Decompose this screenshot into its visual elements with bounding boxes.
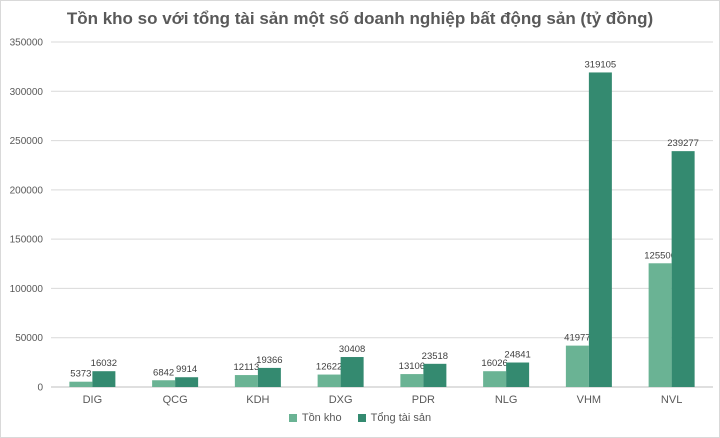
x-tick-label: QCG: [163, 394, 188, 406]
bar: [648, 263, 672, 387]
data-label: 319105: [585, 59, 617, 70]
bar: [69, 381, 93, 387]
bar: [257, 367, 281, 387]
bar: [317, 374, 341, 387]
data-label: 30408: [339, 344, 365, 355]
bar: [483, 371, 507, 387]
data-label: 13106: [399, 361, 425, 372]
legend-swatch: [357, 414, 366, 422]
bar: [506, 362, 530, 387]
legend: Tồn kho Tổng tài sản: [1, 412, 719, 424]
data-label: 16032: [91, 358, 117, 369]
x-tick-label: PDR: [412, 394, 435, 406]
x-tick-label: DIG: [83, 394, 103, 406]
y-tick-label: 150000: [10, 235, 44, 246]
legend-item: Tồn kho: [288, 412, 342, 424]
x-tick-label: NLG: [495, 394, 518, 406]
y-tick-label: 300000: [10, 87, 44, 98]
y-tick-label: 200000: [10, 185, 44, 196]
data-label: 6842: [153, 367, 174, 378]
bar: [340, 357, 364, 387]
data-label: 12113: [234, 362, 260, 373]
data-label: 12622: [316, 362, 342, 373]
legend-label: Tổng tài sản: [370, 412, 432, 424]
bar: [152, 380, 176, 387]
bar: [423, 363, 447, 387]
data-label: 16026: [481, 358, 507, 369]
y-tick-label: 100000: [10, 284, 44, 295]
bar: [234, 375, 258, 387]
data-label: 19366: [256, 355, 282, 366]
bar: [588, 72, 612, 387]
data-label: 9914: [176, 364, 197, 375]
bar: [92, 371, 116, 387]
x-tick-label: VHM: [577, 394, 601, 406]
data-label: 23518: [422, 351, 448, 362]
x-tick-label: KDH: [246, 394, 269, 406]
data-label: 239277: [667, 138, 699, 149]
y-tick-label: 250000: [10, 136, 44, 147]
data-label: 125506: [644, 250, 676, 261]
data-label: 5373: [70, 369, 91, 380]
x-tick-label: DXG: [329, 394, 353, 406]
bar: [671, 151, 695, 387]
bar: [400, 374, 424, 387]
chart-title: Tồn kho so với tổng tài sản một số doanh…: [66, 9, 654, 28]
data-label: 41977: [564, 333, 590, 344]
data-label: 24841: [504, 350, 530, 361]
bar: [175, 377, 199, 387]
y-tick-label: 350000: [10, 38, 44, 49]
legend-item: Tổng tài sản: [357, 412, 432, 424]
x-tick-label: NVL: [661, 394, 682, 406]
legend-label: Tồn kho: [301, 412, 342, 424]
legend-swatch: [288, 414, 297, 422]
bar: [565, 345, 589, 387]
y-tick-label: 0: [37, 383, 43, 394]
y-tick-label: 50000: [15, 333, 43, 344]
